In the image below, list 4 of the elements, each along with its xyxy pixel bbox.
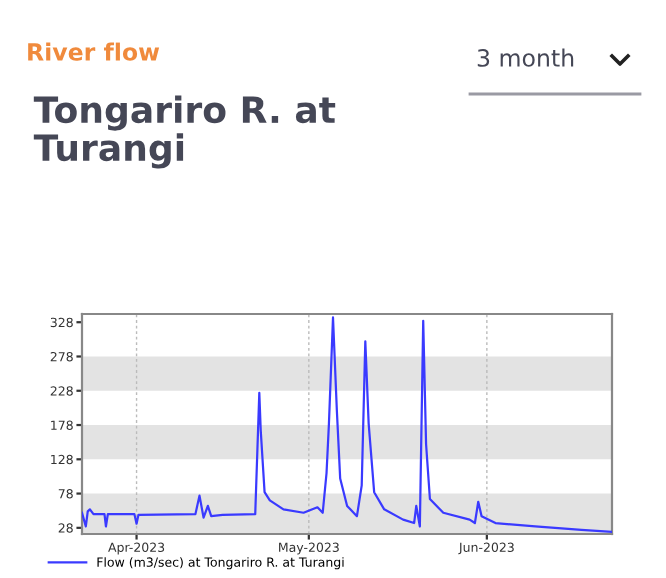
chart-subtitle: River flow — [28, 42, 160, 61]
text: 3 month — [477, 48, 574, 67]
line-series — [82, 316, 612, 534]
chart-title: Tongariro R. at Turangi — [33, 95, 336, 169]
